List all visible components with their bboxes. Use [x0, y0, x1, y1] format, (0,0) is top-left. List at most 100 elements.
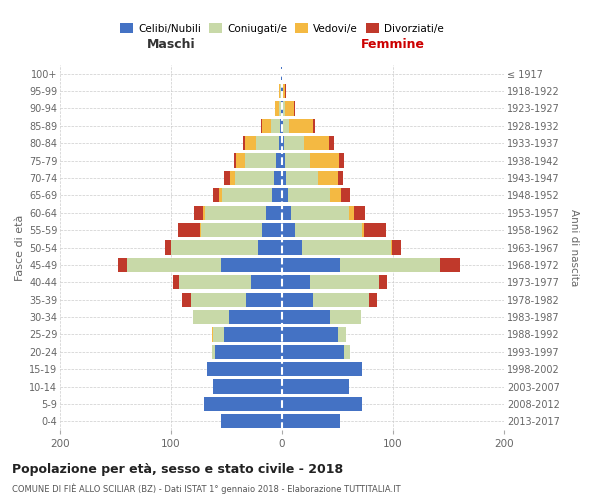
Bar: [271, 118, 280, 133]
Bar: [230, 171, 235, 185]
Bar: [282, 292, 313, 307]
Bar: [280, 118, 282, 133]
Bar: [266, 206, 282, 220]
Bar: [272, 188, 282, 202]
Bar: [173, 275, 179, 289]
Bar: [294, 102, 295, 116]
Text: Femmine: Femmine: [361, 38, 425, 51]
Bar: [340, 258, 440, 272]
Bar: [302, 240, 391, 254]
Y-axis label: Fasce di età: Fasce di età: [14, 214, 25, 280]
Bar: [282, 136, 284, 150]
Bar: [261, 118, 262, 133]
Bar: [224, 171, 230, 185]
Bar: [206, 362, 282, 376]
Bar: [278, 136, 282, 150]
Bar: [330, 188, 341, 202]
Bar: [329, 136, 334, 150]
Bar: [213, 328, 224, 342]
Bar: [118, 258, 127, 272]
Bar: [392, 240, 401, 254]
Bar: [287, 188, 330, 202]
Bar: [313, 118, 316, 133]
Bar: [247, 292, 282, 307]
Bar: [245, 154, 277, 168]
Bar: [278, 84, 280, 98]
Bar: [281, 102, 282, 116]
Bar: [235, 171, 274, 185]
Bar: [213, 188, 219, 202]
Bar: [391, 240, 392, 254]
Bar: [283, 118, 289, 133]
Bar: [262, 118, 271, 133]
Bar: [337, 328, 346, 342]
Bar: [256, 136, 278, 150]
Bar: [251, 275, 282, 289]
Bar: [275, 102, 278, 116]
Bar: [282, 397, 362, 411]
Bar: [282, 223, 295, 237]
Bar: [280, 84, 281, 98]
Bar: [278, 102, 281, 116]
Bar: [289, 118, 313, 133]
Bar: [277, 154, 282, 168]
Bar: [379, 275, 388, 289]
Bar: [282, 344, 344, 359]
Y-axis label: Anni di nascita: Anni di nascita: [569, 209, 579, 286]
Legend: Celibi/Nubili, Coniugati/e, Vedovi/e, Divorziati/e: Celibi/Nubili, Coniugati/e, Vedovi/e, Di…: [116, 19, 448, 38]
Bar: [194, 206, 203, 220]
Bar: [282, 84, 283, 98]
Bar: [341, 188, 350, 202]
Bar: [204, 397, 282, 411]
Bar: [222, 188, 272, 202]
Bar: [286, 102, 294, 116]
Bar: [282, 154, 286, 168]
Bar: [304, 136, 329, 150]
Bar: [284, 136, 304, 150]
Bar: [282, 206, 291, 220]
Bar: [281, 84, 282, 98]
Bar: [282, 171, 286, 185]
Bar: [440, 258, 460, 272]
Bar: [234, 154, 236, 168]
Bar: [286, 171, 317, 185]
Bar: [178, 223, 200, 237]
Bar: [205, 206, 266, 220]
Text: Maschi: Maschi: [146, 38, 196, 51]
Bar: [362, 223, 364, 237]
Bar: [310, 275, 379, 289]
Bar: [203, 206, 205, 220]
Bar: [283, 84, 286, 98]
Bar: [212, 328, 213, 342]
Bar: [219, 188, 222, 202]
Bar: [201, 223, 262, 237]
Bar: [224, 328, 282, 342]
Bar: [221, 258, 282, 272]
Bar: [282, 328, 337, 342]
Bar: [221, 414, 282, 428]
Bar: [281, 66, 282, 81]
Bar: [295, 223, 362, 237]
Bar: [243, 136, 245, 150]
Bar: [282, 188, 287, 202]
Bar: [286, 154, 310, 168]
Bar: [354, 206, 365, 220]
Bar: [313, 292, 368, 307]
Bar: [193, 310, 229, 324]
Bar: [337, 171, 343, 185]
Bar: [200, 223, 201, 237]
Bar: [212, 344, 215, 359]
Bar: [171, 240, 257, 254]
Bar: [330, 310, 361, 324]
Bar: [127, 258, 221, 272]
Text: Popolazione per età, sesso e stato civile - 2018: Popolazione per età, sesso e stato civil…: [12, 462, 343, 475]
Bar: [317, 171, 337, 185]
Bar: [191, 292, 247, 307]
Bar: [282, 362, 362, 376]
Bar: [282, 258, 340, 272]
Bar: [349, 206, 354, 220]
Bar: [257, 240, 282, 254]
Bar: [291, 206, 349, 220]
Bar: [182, 292, 191, 307]
Bar: [229, 310, 282, 324]
